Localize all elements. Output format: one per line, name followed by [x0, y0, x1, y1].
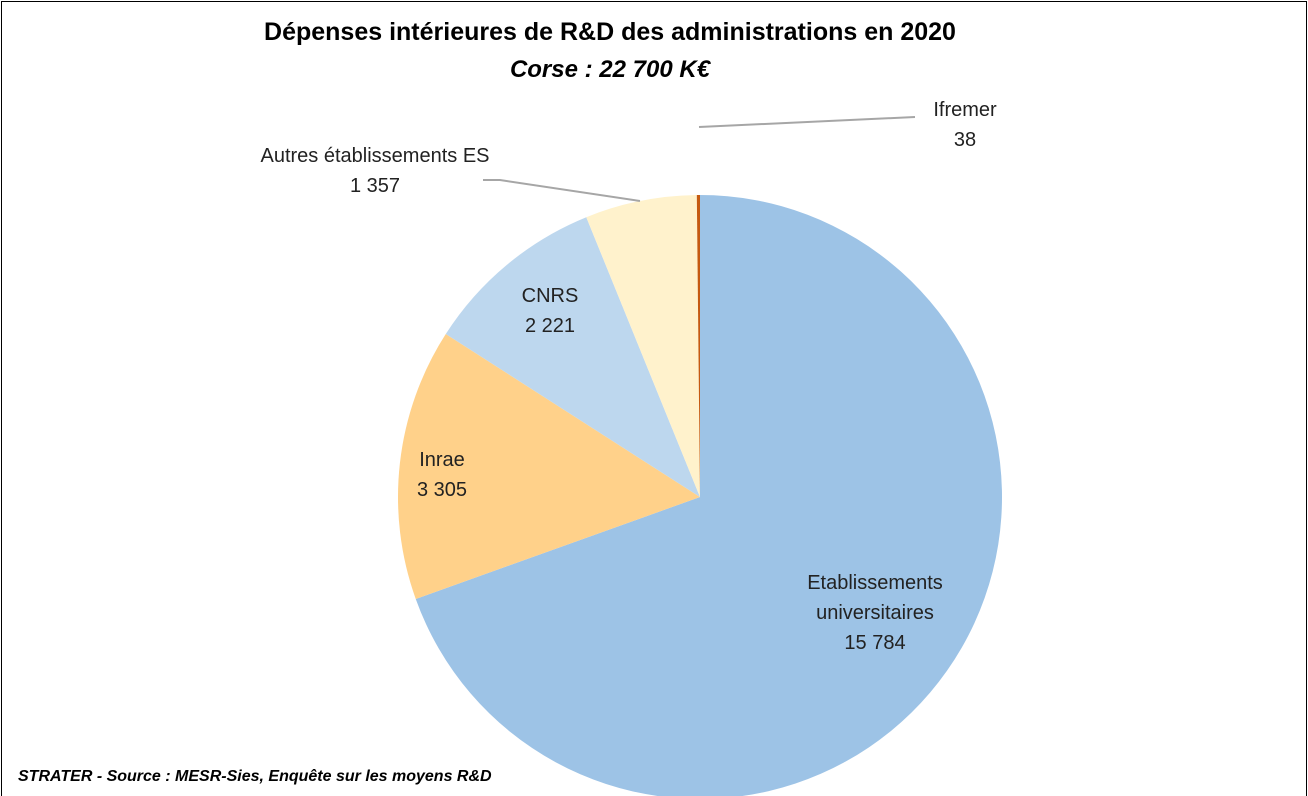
category-label: Etablissements universitaires — [807, 572, 943, 624]
slice-label: Autres établissements ES 1 357 — [255, 141, 495, 201]
slice-label: CNRS 2 221 — [490, 281, 610, 341]
category-label: Autres établissements ES — [260, 145, 490, 167]
value-label: 38 — [953, 129, 977, 151]
slice-label: Etablissements universitaires 15 784 — [765, 568, 985, 658]
pie-slice — [586, 195, 700, 497]
source-note: STRATER - Source : MESR-Sies, Enquête su… — [18, 768, 492, 785]
category-label: Ifremer — [933, 99, 997, 121]
leader-line — [698, 116, 916, 128]
leader-line — [483, 179, 641, 202]
chart-title: Dépenses intérieures de R&D des administ… — [264, 18, 956, 46]
slice-label: Inrae 3 305 — [382, 445, 502, 505]
value-label: 2 221 — [524, 315, 576, 337]
chart-subtitle: Corse : 22 700 K€ — [509, 56, 711, 83]
pie-slice — [696, 195, 700, 497]
pie-slice — [398, 333, 700, 599]
value-label: 3 305 — [416, 479, 468, 501]
value-label: 1 357 — [349, 175, 401, 197]
slice-label: Ifremer 38 — [905, 95, 1025, 155]
value-label: 15 784 — [844, 632, 906, 654]
category-label: CNRS — [521, 285, 579, 307]
pie-slice — [445, 217, 700, 497]
pie-slice — [415, 195, 1002, 796]
category-label: Inrae — [419, 449, 465, 471]
